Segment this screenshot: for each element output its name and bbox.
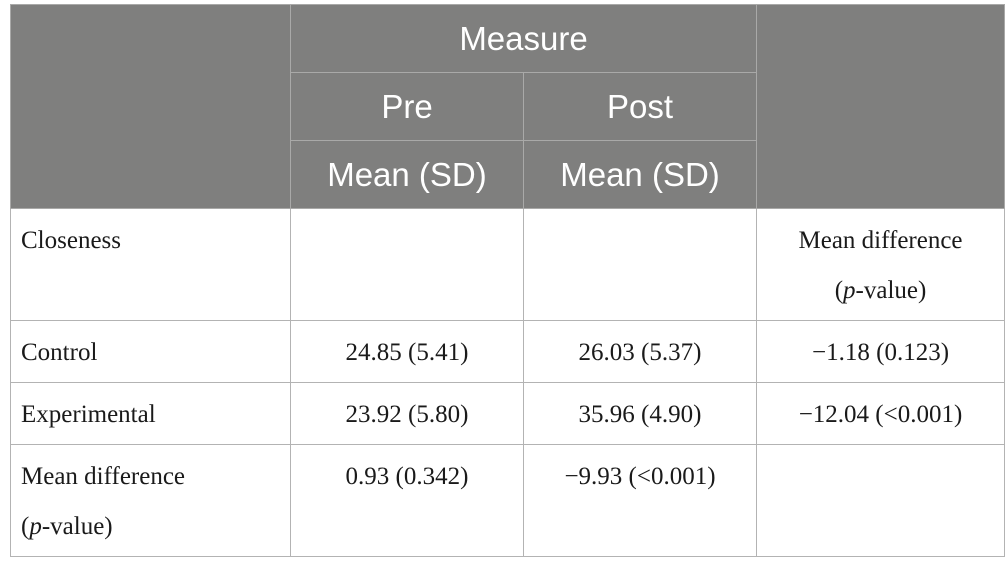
cell-mean-diff-pre: 0.93 (0.342) bbox=[290, 444, 524, 557]
cell-mean-diff-post: −9.93 (<0.001) bbox=[522, 444, 758, 557]
diff-header-p: p bbox=[843, 277, 856, 304]
row-label-experimental: Experimental bbox=[10, 382, 291, 445]
cell-experimental-diff: −12.04 (<0.001) bbox=[756, 382, 1005, 445]
row-label-closeness: Closeness bbox=[10, 208, 291, 321]
cell-control-pre: 24.85 (5.41) bbox=[290, 320, 524, 383]
header-measure: Measure bbox=[289, 4, 758, 73]
table-row-experimental: Experimental 23.92 (5.80) 35.96 (4.90) −… bbox=[10, 382, 1005, 445]
mean-diff-label-rest: -value) bbox=[41, 513, 113, 540]
header-post-stat: Mean (SD) bbox=[522, 140, 758, 209]
header-empty-corner bbox=[10, 4, 291, 209]
cell-control-post: 26.03 (5.37) bbox=[522, 320, 758, 383]
header-post: Post bbox=[522, 72, 758, 141]
mean-diff-label-p: p bbox=[29, 513, 42, 540]
header-empty-right bbox=[756, 4, 1005, 209]
cell-closeness-post bbox=[522, 208, 758, 321]
cell-experimental-post: 35.96 (4.90) bbox=[522, 382, 758, 445]
table-body: Closeness Mean difference (p-value) Cont… bbox=[10, 208, 1005, 557]
cell-experimental-pre: 23.92 (5.80) bbox=[290, 382, 524, 445]
table-row-closeness: Closeness Mean difference (p-value) bbox=[10, 208, 1005, 321]
header-pre-stat: Mean (SD) bbox=[290, 140, 524, 209]
cell-closeness-diff-header: Mean difference (p-value) bbox=[756, 208, 1005, 321]
mean-diff-label-line1: Mean difference bbox=[21, 463, 186, 490]
row-label-mean-difference: Mean difference (p-value) bbox=[10, 444, 291, 557]
row-label-control: Control bbox=[10, 320, 291, 383]
table-row-mean-difference: Mean difference (p-value) 0.93 (0.342) −… bbox=[10, 444, 1005, 557]
diff-header-line1: Mean difference bbox=[798, 227, 963, 254]
table-row-control: Control 24.85 (5.41) 26.03 (5.37) −1.18 … bbox=[10, 320, 1005, 383]
cell-closeness-pre bbox=[290, 208, 524, 321]
table-header: Measure Pre Post Mean (SD) Mean (SD) bbox=[10, 4, 1005, 209]
header-pre: Pre bbox=[290, 72, 524, 141]
diff-header-open: ( bbox=[834, 277, 844, 304]
mean-diff-label-open: ( bbox=[21, 513, 30, 540]
diff-header-rest: -value) bbox=[855, 277, 927, 304]
cell-mean-diff-diff bbox=[756, 444, 1005, 557]
cell-control-diff: −1.18 (0.123) bbox=[756, 320, 1005, 383]
results-table: Measure Pre Post Mean (SD) Mean (SD) Clo… bbox=[10, 4, 1005, 557]
